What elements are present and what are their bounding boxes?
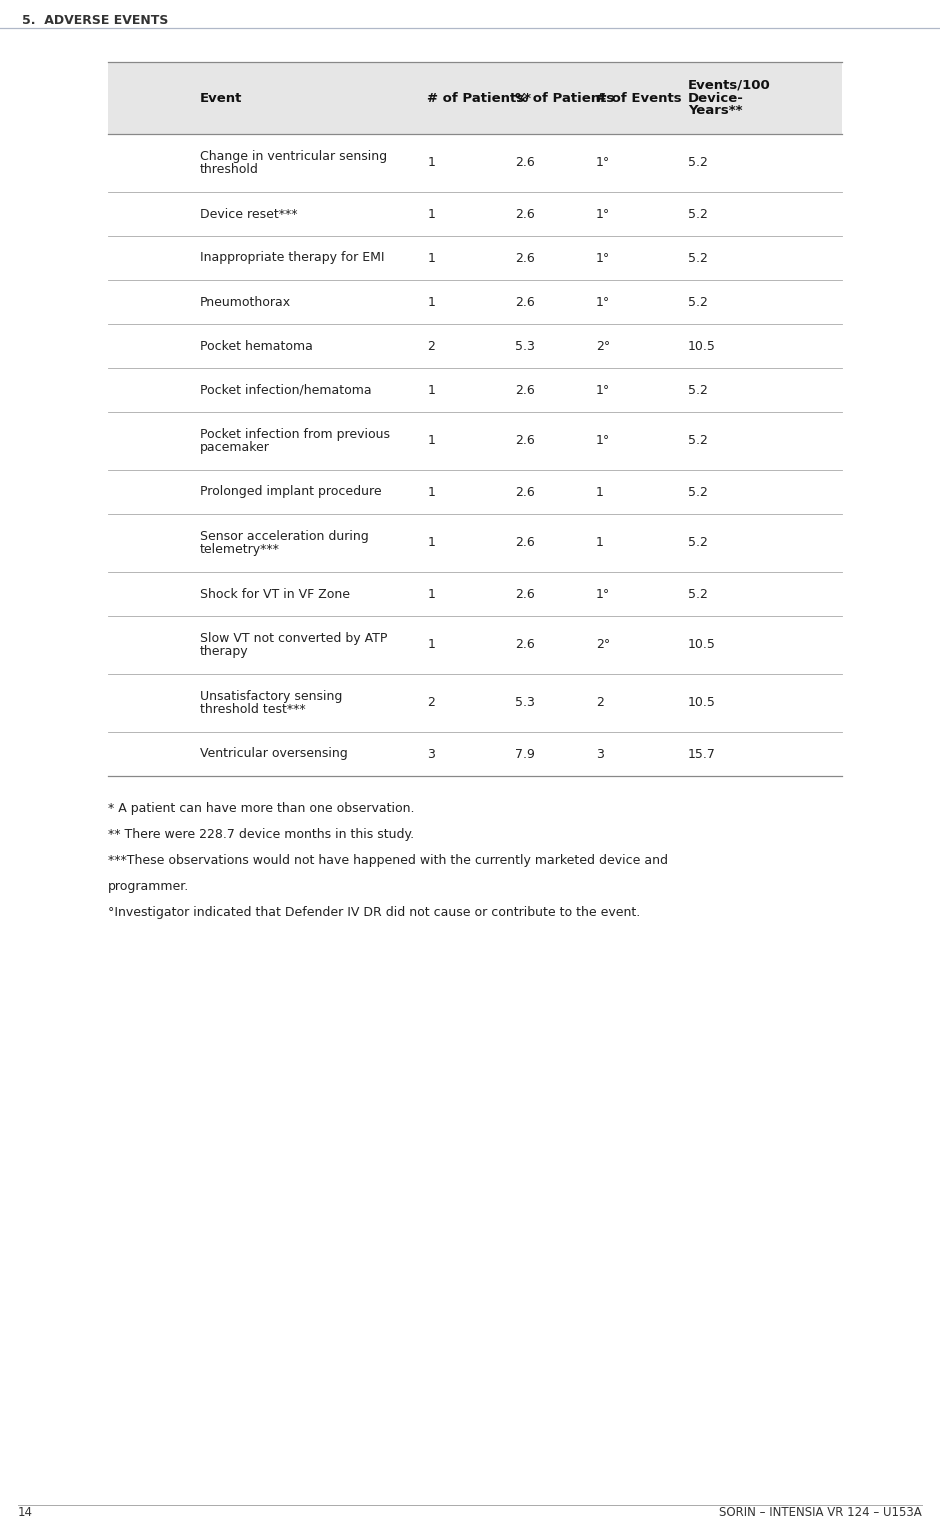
Text: 7.9: 7.9 [515,748,535,760]
Text: Ventricular oversensing: Ventricular oversensing [199,748,348,760]
Text: 5.2: 5.2 [688,296,708,308]
Text: Device-: Device- [688,92,744,104]
Text: 5.2: 5.2 [688,383,708,397]
Text: 14: 14 [18,1507,33,1519]
Bar [108,61,842,133]
Text: 5.2: 5.2 [688,434,708,448]
Text: 5.  ADVERSE EVENTS: 5. ADVERSE EVENTS [22,14,168,28]
Text: 5.3: 5.3 [515,696,535,710]
Text: 5.2: 5.2 [688,486,708,498]
Text: Prolonged implant procedure: Prolonged implant procedure [199,486,382,498]
Text: 1: 1 [428,587,435,601]
Text: 1: 1 [428,434,435,448]
Text: 2°: 2° [596,639,610,652]
Text: 1: 1 [428,207,435,221]
Text: 1: 1 [428,156,435,170]
Text: Events/100: Events/100 [688,78,771,92]
Text: 2.6: 2.6 [515,207,535,221]
Text: Unsatisfactory sensing: Unsatisfactory sensing [199,690,342,704]
Text: ***These observations would not have happened with the currently marketed device: ***These observations would not have hap… [108,854,668,868]
Text: 3: 3 [428,748,435,760]
Text: 3: 3 [596,748,604,760]
Text: telemetry***: telemetry*** [199,543,279,556]
Text: Pneumothorax: Pneumothorax [199,296,290,308]
Text: 2.6: 2.6 [515,383,535,397]
Text: 1: 1 [428,486,435,498]
Text: % of Patients: % of Patients [515,92,615,104]
Text: threshold test***: threshold test*** [199,704,306,716]
Text: Pocket infection from previous: Pocket infection from previous [199,428,390,442]
Text: Sensor acceleration during: Sensor acceleration during [199,530,368,543]
Text: 1°: 1° [596,296,610,308]
Text: 1°: 1° [596,207,610,221]
Text: Slow VT not converted by ATP: Slow VT not converted by ATP [199,632,387,645]
Text: pacemaker: pacemaker [199,442,270,454]
Text: 1°: 1° [596,434,610,448]
Text: # of Events: # of Events [596,92,682,104]
Text: programmer.: programmer. [108,880,189,894]
Text: Pocket hematoma: Pocket hematoma [199,339,313,353]
Text: SORIN – INTENSIA VR 124 – U153A: SORIN – INTENSIA VR 124 – U153A [719,1507,922,1519]
Text: 5.2: 5.2 [688,537,708,549]
Text: 1°: 1° [596,251,610,265]
Text: 2.6: 2.6 [515,587,535,601]
Text: 1: 1 [428,296,435,308]
Text: 5.2: 5.2 [688,251,708,265]
Text: 2.6: 2.6 [515,434,535,448]
Text: 1: 1 [596,486,604,498]
Text: therapy: therapy [199,645,248,658]
Text: 10.5: 10.5 [688,639,715,652]
Text: 5.2: 5.2 [688,587,708,601]
Text: 2.6: 2.6 [515,296,535,308]
Text: threshold: threshold [199,162,258,176]
Text: 2.6: 2.6 [515,156,535,170]
Text: 1: 1 [428,251,435,265]
Text: 1°: 1° [596,587,610,601]
Text: 2: 2 [596,696,604,710]
Text: Pocket infection/hematoma: Pocket infection/hematoma [199,383,371,397]
Text: Change in ventricular sensing: Change in ventricular sensing [199,150,387,162]
Text: 5.2: 5.2 [688,156,708,170]
Text: 15.7: 15.7 [688,748,715,760]
Text: 2.6: 2.6 [515,639,535,652]
Text: 5.3: 5.3 [515,339,535,353]
Text: ** There were 228.7 device months in this study.: ** There were 228.7 device months in thi… [108,828,415,842]
Text: * A patient can have more than one observation.: * A patient can have more than one obser… [108,802,415,816]
Text: # of Patients*: # of Patients* [428,92,531,104]
Text: 2°: 2° [596,339,610,353]
Text: 2.6: 2.6 [515,537,535,549]
Text: 2.6: 2.6 [515,251,535,265]
Text: Years**: Years** [688,104,743,118]
Text: 1°: 1° [596,156,610,170]
Text: 1°: 1° [596,383,610,397]
Text: 2: 2 [428,696,435,710]
Text: 5.2: 5.2 [688,207,708,221]
Text: 2: 2 [428,339,435,353]
Text: 1: 1 [428,383,435,397]
Text: °Investigator indicated that Defender IV DR did not cause or contribute to the e: °Investigator indicated that Defender IV… [108,906,640,918]
Text: Device reset***: Device reset*** [199,207,297,221]
Text: Event: Event [199,92,243,104]
Text: 1: 1 [428,537,435,549]
Text: 2.6: 2.6 [515,486,535,498]
Text: 1: 1 [428,639,435,652]
Text: Shock for VT in VF Zone: Shock for VT in VF Zone [199,587,350,601]
Text: 10.5: 10.5 [688,339,715,353]
Text: Inappropriate therapy for EMI: Inappropriate therapy for EMI [199,251,384,265]
Text: 10.5: 10.5 [688,696,715,710]
Text: 1: 1 [596,537,604,549]
